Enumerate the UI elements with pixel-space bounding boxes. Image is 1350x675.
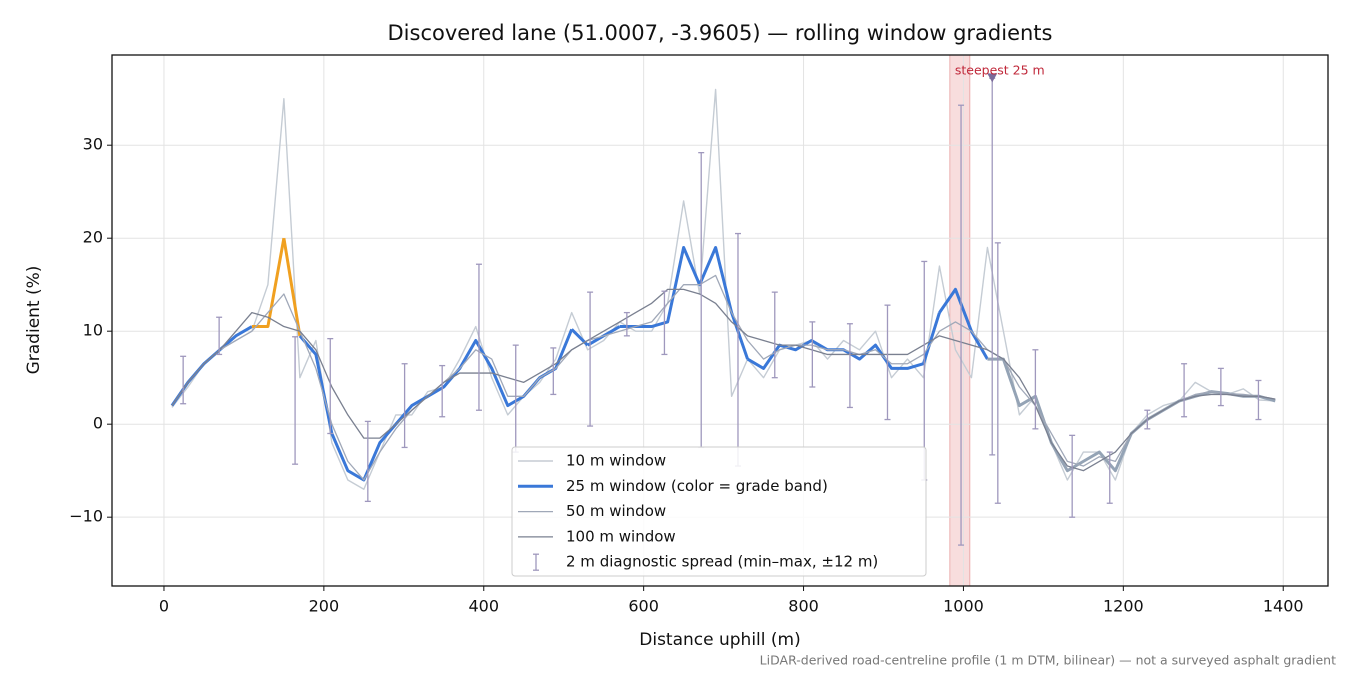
series-line	[171, 88, 1276, 490]
error-bar	[401, 363, 408, 449]
error-bar	[846, 323, 853, 409]
error-bar	[439, 364, 446, 418]
x-tick-label: 400	[468, 597, 499, 616]
plot-area	[170, 77, 1276, 546]
series-line-band	[619, 245, 750, 360]
error-bar	[1106, 451, 1113, 504]
series-line	[171, 288, 1276, 472]
x-tick-label: 1000	[943, 597, 984, 616]
x-tick-label: 200	[309, 597, 340, 616]
error-bar	[771, 291, 778, 379]
error-bar	[364, 420, 371, 503]
x-tick-label: 1200	[1103, 597, 1144, 616]
y-tick-label: 10	[83, 321, 103, 340]
x-tick-label: 600	[628, 597, 659, 616]
plot-frame	[111, 54, 1329, 587]
legend-label: 2 m diagnostic spread (min–max, ±12 m)	[566, 553, 878, 571]
series-line-band	[938, 287, 989, 360]
error-bar	[1144, 409, 1151, 430]
series-line-band	[251, 237, 286, 329]
y-axis-label: Gradient (%)	[24, 266, 44, 375]
error-bar	[1217, 367, 1224, 407]
error-bar	[1255, 379, 1262, 421]
chart-title: Discovered lane (51.0007, -3.9605) — rol…	[388, 21, 1053, 45]
series-line	[171, 274, 1276, 481]
error-bar	[475, 263, 482, 411]
error-bar	[623, 311, 630, 337]
y-tick-label: 20	[83, 228, 103, 247]
legend-label: 25 m window (color = grade band)	[566, 477, 828, 495]
x-tick-label: 1400	[1263, 597, 1304, 616]
error-bar	[216, 316, 223, 356]
error-bar	[1032, 349, 1039, 430]
peak-marker	[987, 73, 998, 83]
error-bar	[994, 242, 1001, 504]
error-bar	[292, 336, 299, 465]
error-bar	[809, 321, 816, 388]
x-tick-label: 0	[159, 597, 169, 616]
y-tick-label: −10	[69, 507, 103, 526]
error-bar	[958, 104, 965, 546]
error-bar	[587, 291, 594, 427]
y-tick-label: 30	[83, 135, 103, 154]
legend-label: 100 m window	[566, 527, 676, 545]
series-line-band	[282, 237, 302, 337]
y-tick-label: 0	[93, 414, 103, 433]
error-bar	[1181, 363, 1188, 418]
legend-box	[511, 446, 927, 577]
error-bar	[661, 290, 668, 356]
legend-label: 10 m window	[566, 452, 666, 470]
error-bar	[327, 337, 334, 435]
error-bar	[1069, 434, 1076, 518]
x-tick-label: 800	[788, 597, 819, 616]
error-bar	[180, 355, 187, 405]
highlight-label: steepest 25 m	[955, 63, 1045, 78]
x-axis-label: Distance uphill (m)	[639, 630, 800, 650]
error-bar	[550, 347, 557, 396]
legend-label: 50 m window	[566, 502, 666, 520]
footnote: LiDAR-derived road-centreline profile (1…	[760, 653, 1336, 668]
error-bar	[884, 304, 891, 421]
